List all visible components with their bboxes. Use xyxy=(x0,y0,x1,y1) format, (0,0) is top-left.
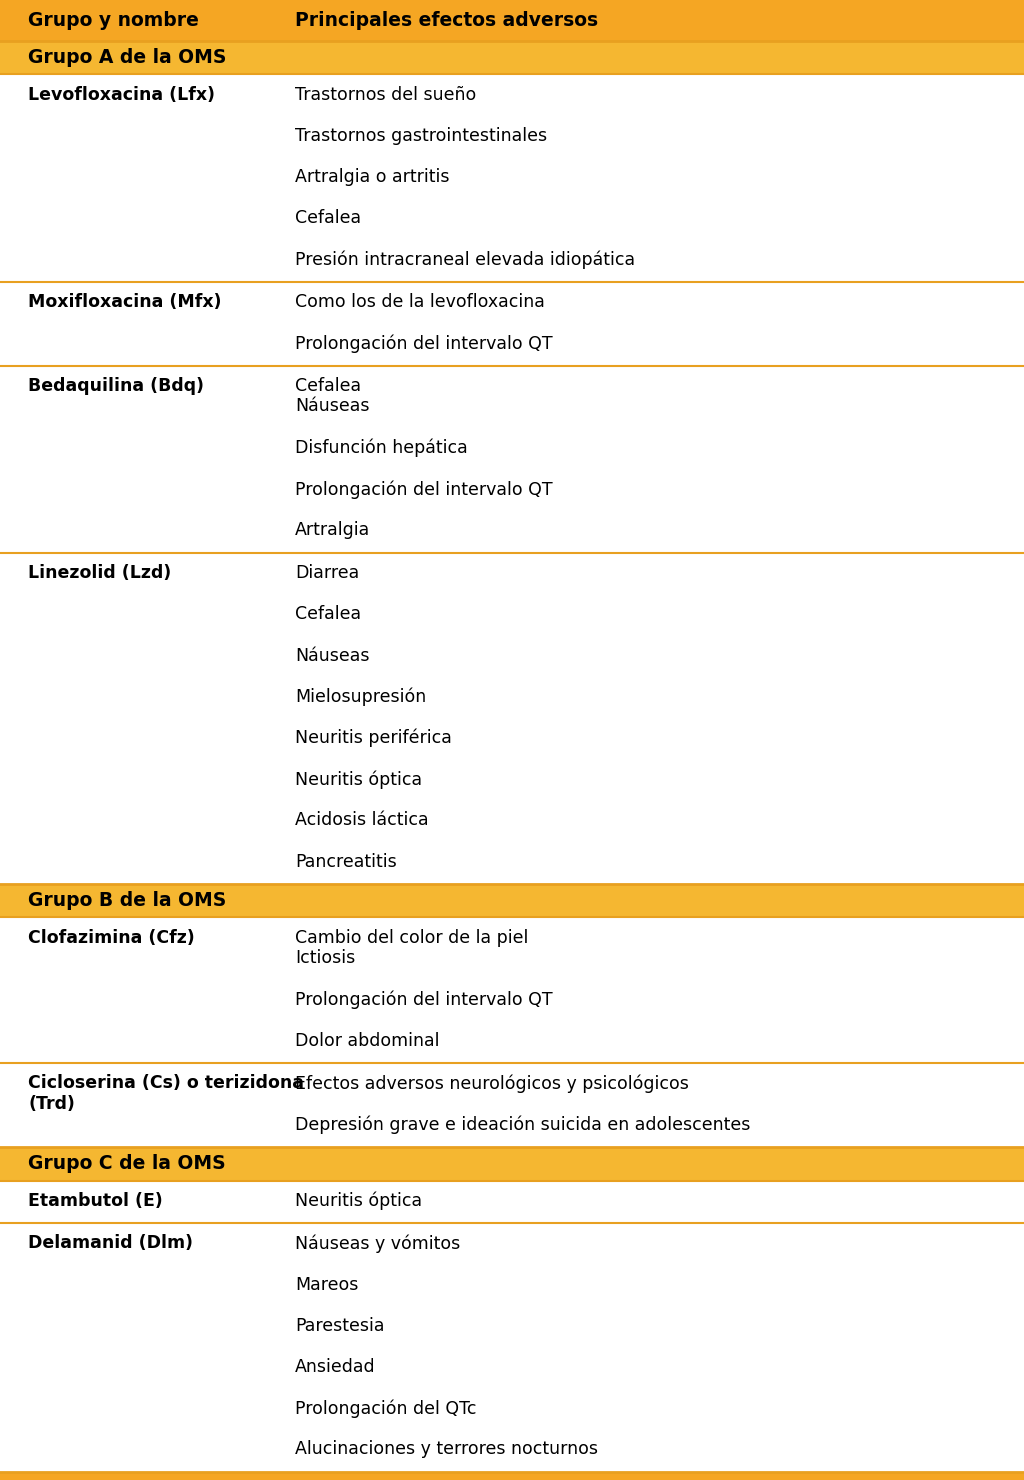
Bar xyxy=(0,283,1024,366)
Text: Cefalea: Cefalea xyxy=(295,605,361,623)
Text: Artralgia o artritis: Artralgia o artritis xyxy=(295,167,450,186)
Bar xyxy=(0,41,1024,74)
Text: Diarrea: Diarrea xyxy=(295,564,359,582)
Text: Bedaquilina (Bdq): Bedaquilina (Bdq) xyxy=(28,377,204,395)
Text: Levofloxacina (Lfx): Levofloxacina (Lfx) xyxy=(28,86,215,104)
Text: Etambutol (E): Etambutol (E) xyxy=(28,1191,163,1209)
Text: Acidosis láctica: Acidosis láctica xyxy=(295,811,429,829)
Text: Linezolid (Lzd): Linezolid (Lzd) xyxy=(28,564,171,582)
Text: Como los de la levofloxacina: Como los de la levofloxacina xyxy=(295,293,545,311)
Bar xyxy=(0,1181,1024,1224)
Text: Neuritis óptica: Neuritis óptica xyxy=(295,770,422,789)
Text: Parestesia: Parestesia xyxy=(295,1317,384,1335)
Bar xyxy=(0,884,1024,918)
Text: Efectos adversos neurológicos y psicológicos: Efectos adversos neurológicos y psicológ… xyxy=(295,1074,689,1092)
Text: Depresión grave e ideación suicida en adolescentes: Depresión grave e ideación suicida en ad… xyxy=(295,1116,751,1134)
Bar xyxy=(0,1147,1024,1181)
Bar xyxy=(0,1224,1024,1473)
Text: Prolongación del QTc: Prolongación del QTc xyxy=(295,1399,476,1418)
Text: Grupo B de la OMS: Grupo B de la OMS xyxy=(28,891,226,910)
Bar xyxy=(0,1063,1024,1147)
Text: Principales efectos adversos: Principales efectos adversos xyxy=(295,10,598,30)
Text: Mielosupresión: Mielosupresión xyxy=(295,688,426,706)
Text: Cambio del color de la piel
Ictiosis: Cambio del color de la piel Ictiosis xyxy=(295,928,528,966)
Text: Cefalea
Náuseas: Cefalea Náuseas xyxy=(295,377,370,416)
Text: Trastornos gastrointestinales: Trastornos gastrointestinales xyxy=(295,127,547,145)
Text: Clofazimina (Cfz): Clofazimina (Cfz) xyxy=(28,928,195,947)
Text: Cefalea: Cefalea xyxy=(295,209,361,226)
Text: Presión intracraneal elevada idiopática: Presión intracraneal elevada idiopática xyxy=(295,250,635,269)
Text: Grupo y nombre: Grupo y nombre xyxy=(28,10,199,30)
Text: Artralgia: Artralgia xyxy=(295,521,371,539)
Text: Disfunción hepática: Disfunción hepática xyxy=(295,440,468,457)
Text: Cicloserina (Cs) o terizidona
(Trd): Cicloserina (Cs) o terizidona (Trd) xyxy=(28,1074,304,1113)
Bar xyxy=(0,918,1024,1063)
Text: Mareos: Mareos xyxy=(295,1276,358,1294)
Text: Trastornos del sueño: Trastornos del sueño xyxy=(295,86,476,104)
Text: Prolongación del intervalo QT: Prolongación del intervalo QT xyxy=(295,990,553,1009)
Bar xyxy=(0,1473,1024,1480)
Text: Náuseas: Náuseas xyxy=(295,647,370,665)
Text: Prolongación del intervalo QT: Prolongación del intervalo QT xyxy=(295,334,553,352)
Bar xyxy=(0,0,1024,41)
Text: Grupo C de la OMS: Grupo C de la OMS xyxy=(28,1154,225,1174)
Text: Moxifloxacina (Mfx): Moxifloxacina (Mfx) xyxy=(28,293,221,311)
Text: Grupo A de la OMS: Grupo A de la OMS xyxy=(28,49,226,67)
Text: Alucinaciones y terrores nocturnos: Alucinaciones y terrores nocturnos xyxy=(295,1440,598,1458)
Text: Pancreatitis: Pancreatitis xyxy=(295,852,396,870)
Text: Náuseas y vómitos: Náuseas y vómitos xyxy=(295,1234,460,1254)
Bar xyxy=(0,366,1024,554)
Text: Neuritis periférica: Neuritis periférica xyxy=(295,730,452,747)
Bar xyxy=(0,74,1024,283)
Text: Dolor abdominal: Dolor abdominal xyxy=(295,1032,439,1049)
Bar xyxy=(0,554,1024,884)
Text: Neuritis óptica: Neuritis óptica xyxy=(295,1191,422,1211)
Text: Ansiedad: Ansiedad xyxy=(295,1359,376,1376)
Text: Delamanid (Dlm): Delamanid (Dlm) xyxy=(28,1234,193,1252)
Text: Prolongación del intervalo QT: Prolongación del intervalo QT xyxy=(295,480,553,499)
